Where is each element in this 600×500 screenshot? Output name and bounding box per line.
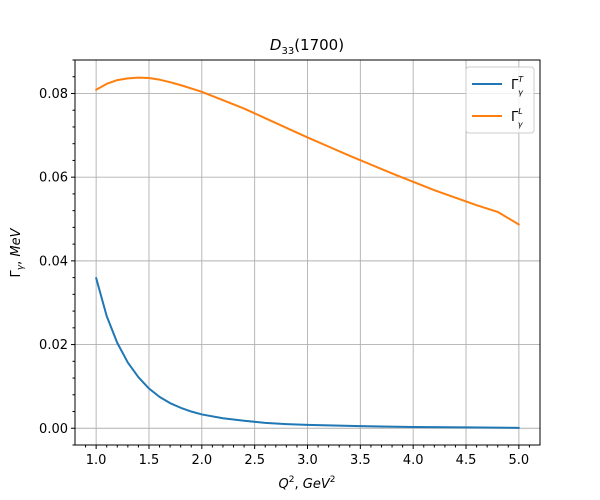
x-tick-label: 2.0: [191, 453, 212, 468]
y-tick-label: 0.08: [39, 87, 68, 102]
y-tick-label: 0.00: [39, 422, 68, 437]
y-tick-label: 0.04: [39, 254, 68, 269]
x-tick-label: 2.5: [244, 453, 265, 468]
x-tick-label: 4.5: [456, 453, 477, 468]
x-tick-label: 3.0: [297, 453, 318, 468]
y-axis-label: Γγ, MeV: [9, 227, 26, 277]
legend-box: [465, 66, 535, 134]
legend-label-longitudinal: ΓL γ: [511, 107, 524, 129]
y-tick-label: 0.06: [39, 171, 68, 186]
axis-ticks: 1.0 1.5 2.0 2.5 3.0 3.5 4.0 4.5 5.0 0.00 0.02 0.04 0…: [39, 59, 530, 468]
x-axis-label: Q2, GeV2: [279, 475, 336, 492]
x-tick-label: 1.0: [86, 453, 107, 468]
x-tick-label: 3.5: [350, 453, 371, 468]
legend-label-transverse: ΓT γ: [511, 75, 524, 97]
y-tick-label: 0.02: [39, 338, 68, 353]
legend: ΓT γ ΓL γ: [465, 66, 535, 134]
x-tick-label: 4.0: [403, 453, 424, 468]
series-line-transverse: [95, 277, 520, 429]
series-lines: [95, 76, 520, 429]
x-tick-label: 5.0: [509, 453, 530, 468]
series-line-longitudinal: [95, 76, 520, 226]
x-tick-label: 1.5: [139, 453, 160, 468]
chart-title: D33(1700): [270, 36, 344, 57]
